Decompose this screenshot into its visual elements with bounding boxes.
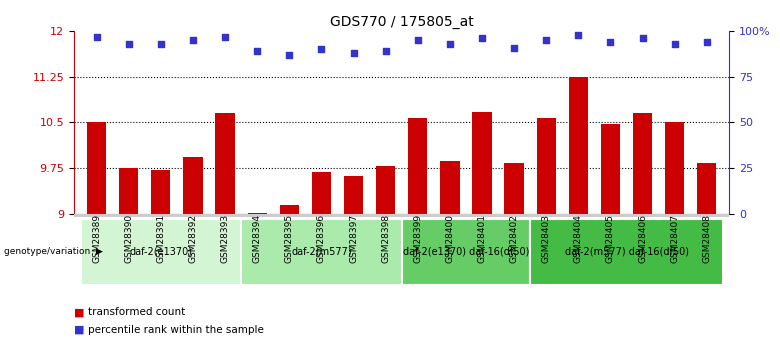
Text: GSM28403: GSM28403	[542, 214, 551, 263]
Point	[154, 41, 167, 47]
Text: transformed count: transformed count	[88, 307, 186, 317]
Bar	[312, 172, 331, 214]
Text: GSM28389: GSM28389	[92, 214, 101, 263]
Text: daf-2(e1370) daf-16(df50): daf-2(e1370) daf-16(df50)	[402, 247, 529, 257]
Point	[604, 39, 617, 45]
Point	[444, 41, 456, 47]
Bar	[344, 176, 363, 214]
Point	[700, 39, 713, 45]
Point	[186, 37, 199, 43]
Bar	[569, 77, 588, 214]
Text: GSM28393: GSM28393	[221, 214, 229, 263]
Bar	[473, 112, 491, 214]
Point	[122, 41, 135, 47]
Bar	[280, 205, 299, 214]
Text: GSM28392: GSM28392	[189, 214, 197, 263]
Bar	[215, 113, 235, 214]
Bar	[119, 168, 138, 214]
Bar	[376, 166, 395, 214]
Text: GSM28399: GSM28399	[413, 214, 422, 263]
Text: GSM28402: GSM28402	[509, 214, 519, 263]
Bar	[151, 170, 171, 214]
Bar	[633, 113, 652, 214]
Point	[251, 48, 264, 54]
Point	[636, 36, 649, 41]
Text: genotype/variation  ▶: genotype/variation ▶	[4, 247, 103, 256]
Text: GSM28406: GSM28406	[638, 214, 647, 263]
Point	[347, 50, 360, 56]
Point	[476, 36, 488, 41]
Point	[412, 37, 424, 43]
Bar	[402, 219, 530, 285]
Text: GSM28396: GSM28396	[317, 214, 326, 263]
Bar	[241, 219, 402, 285]
Point	[315, 47, 328, 52]
Bar	[601, 124, 620, 214]
Text: GSM28404: GSM28404	[574, 214, 583, 263]
Text: GSM28405: GSM28405	[606, 214, 615, 263]
Text: GSM28395: GSM28395	[285, 214, 294, 263]
Bar	[87, 122, 106, 214]
Text: percentile rank within the sample: percentile rank within the sample	[88, 325, 264, 335]
Bar	[530, 219, 723, 285]
Text: GSM28397: GSM28397	[349, 214, 358, 263]
Bar	[665, 122, 684, 214]
Point	[379, 48, 392, 54]
Text: GSM28408: GSM28408	[702, 214, 711, 263]
Text: GSM28401: GSM28401	[477, 214, 487, 263]
Title: GDS770 / 175805_at: GDS770 / 175805_at	[330, 14, 473, 29]
Bar	[505, 163, 523, 214]
Text: daf-2(e1370): daf-2(e1370)	[129, 247, 193, 257]
Bar	[537, 118, 556, 214]
Text: GSM28394: GSM28394	[253, 214, 261, 263]
Text: GSM28407: GSM28407	[670, 214, 679, 263]
Text: GSM28391: GSM28391	[156, 214, 165, 263]
Bar	[80, 219, 241, 285]
Text: daf-2(m577): daf-2(m577)	[291, 247, 352, 257]
Text: GSM28400: GSM28400	[445, 214, 455, 263]
Text: daf-2(m577) daf-16(df50): daf-2(m577) daf-16(df50)	[565, 247, 689, 257]
Point	[219, 34, 232, 39]
Point	[540, 37, 552, 43]
Bar	[408, 118, 427, 214]
Point	[572, 32, 584, 38]
Text: GSM28390: GSM28390	[124, 214, 133, 263]
Point	[508, 45, 520, 50]
Text: ■: ■	[74, 307, 84, 317]
Text: GSM28398: GSM28398	[381, 214, 390, 263]
Point	[283, 52, 296, 58]
Bar	[247, 213, 267, 214]
Point	[90, 34, 103, 39]
Text: ■: ■	[74, 325, 84, 335]
Bar	[183, 157, 203, 214]
Bar	[440, 161, 459, 214]
Point	[668, 41, 681, 47]
Bar	[697, 163, 717, 214]
